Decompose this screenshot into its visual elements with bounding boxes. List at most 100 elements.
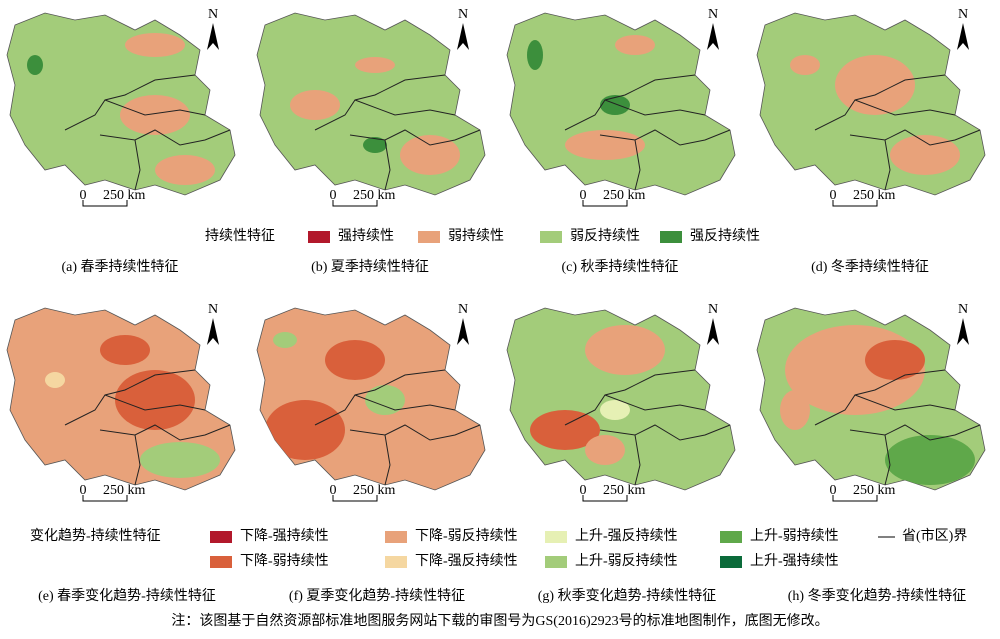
patch bbox=[265, 400, 345, 460]
north-label: N bbox=[958, 7, 968, 22]
legend-swatch bbox=[540, 231, 562, 243]
north-label: N bbox=[208, 7, 218, 22]
scale-bar bbox=[832, 200, 878, 207]
patches bbox=[27, 33, 215, 185]
legend-swatch bbox=[210, 531, 232, 543]
scale-start: 0 bbox=[580, 483, 587, 498]
patch bbox=[115, 370, 195, 430]
panel-caption: (b) 夏季持续性特征 bbox=[311, 258, 429, 275]
patch bbox=[885, 435, 975, 485]
panel-caption: (g) 秋季变化趋势-持续性特征 bbox=[538, 587, 717, 604]
legend-swatch bbox=[308, 231, 330, 243]
legend-label: 弱持续性 bbox=[448, 227, 504, 244]
scale-bar bbox=[82, 495, 128, 502]
patch bbox=[355, 57, 395, 73]
panel-caption: (a) 春季持续性特征 bbox=[61, 258, 178, 275]
patches bbox=[780, 325, 975, 485]
panel-caption: (f) 夏季变化趋势-持续性特征 bbox=[289, 587, 465, 604]
patch bbox=[45, 372, 65, 388]
map-panel: N 0 250 km bbox=[256, 7, 486, 207]
north-label: N bbox=[708, 7, 718, 22]
legend-label: 上升-弱反持续性 bbox=[575, 552, 678, 569]
patch bbox=[600, 400, 630, 420]
legend-label: 省(市区)界 bbox=[902, 527, 967, 544]
scale-start: 0 bbox=[330, 188, 337, 203]
north-arrow bbox=[957, 23, 969, 50]
patch bbox=[100, 335, 150, 365]
north-arrow bbox=[957, 318, 969, 345]
patch bbox=[585, 325, 665, 375]
north-arrow bbox=[457, 23, 469, 50]
scale-bar bbox=[332, 495, 378, 502]
legend-swatch bbox=[545, 531, 567, 543]
legend-swatch bbox=[385, 531, 407, 543]
legend-swatch bbox=[210, 556, 232, 568]
patch bbox=[155, 155, 215, 185]
note: 注：该图基于自然资源部标准地图服务网站下载的审图号为GS(2016)2923号的… bbox=[171, 612, 828, 629]
patch bbox=[273, 332, 297, 348]
north-arrow bbox=[707, 318, 719, 345]
patch bbox=[140, 442, 220, 478]
scale-label: 250 km bbox=[353, 188, 396, 203]
patch bbox=[865, 340, 925, 380]
north-label: N bbox=[458, 302, 468, 317]
legend-label: 下降-弱反持续性 bbox=[415, 527, 518, 544]
legend-label: 下降-强反持续性 bbox=[415, 552, 518, 569]
scale-start: 0 bbox=[80, 188, 87, 203]
map-panel: N 0 250 km bbox=[256, 302, 486, 502]
scale-bar bbox=[82, 200, 128, 207]
patch bbox=[400, 135, 460, 175]
patch bbox=[325, 340, 385, 380]
legend-label: 强持续性 bbox=[338, 227, 394, 244]
legend-title: 变化趋势-持续性特征 bbox=[30, 527, 161, 544]
legend-swatch bbox=[418, 231, 440, 243]
scale-label: 250 km bbox=[103, 188, 146, 203]
scale-start: 0 bbox=[830, 483, 837, 498]
north-arrow bbox=[707, 23, 719, 50]
patch bbox=[780, 390, 810, 430]
patches bbox=[527, 35, 655, 160]
legend-label: 上升-强持续性 bbox=[750, 552, 839, 569]
north-label: N bbox=[208, 302, 218, 317]
scale-label: 250 km bbox=[103, 483, 146, 498]
patch bbox=[290, 90, 340, 120]
legend-swatch bbox=[720, 556, 742, 568]
scale-label: 250 km bbox=[353, 483, 396, 498]
map-panel: N 0 250 km bbox=[756, 302, 986, 502]
legend-swatch bbox=[720, 531, 742, 543]
north-arrow bbox=[207, 318, 219, 345]
patches bbox=[290, 57, 460, 175]
panel-caption: (d) 冬季持续性特征 bbox=[811, 258, 929, 275]
patch bbox=[585, 435, 625, 465]
scale-label: 250 km bbox=[853, 188, 896, 203]
legend-label: 上升-弱持续性 bbox=[750, 527, 839, 544]
scale-start: 0 bbox=[830, 188, 837, 203]
scale-bar bbox=[332, 200, 378, 207]
map-panel: N 0 250 km bbox=[506, 7, 736, 207]
patch bbox=[615, 35, 655, 55]
patches bbox=[265, 332, 405, 460]
map-panel: N 0 250 km bbox=[506, 302, 736, 502]
scale-label: 250 km bbox=[603, 188, 646, 203]
north-label: N bbox=[458, 7, 468, 22]
scale-bar bbox=[582, 200, 628, 207]
patch bbox=[890, 135, 960, 175]
panel-caption: (e) 春季变化趋势-持续性特征 bbox=[38, 587, 216, 604]
scale-bar bbox=[582, 495, 628, 502]
map-panel: N 0 250 km bbox=[6, 7, 236, 207]
scale-start: 0 bbox=[330, 483, 337, 498]
legend-swatch bbox=[385, 556, 407, 568]
scale-start: 0 bbox=[80, 483, 87, 498]
patch bbox=[530, 410, 600, 450]
patches bbox=[530, 325, 665, 465]
patch bbox=[125, 33, 185, 57]
patch bbox=[363, 137, 387, 153]
map-panel: N 0 250 km bbox=[6, 302, 236, 502]
legend-label: 下降-弱持续性 bbox=[240, 552, 329, 569]
scale-start: 0 bbox=[580, 188, 587, 203]
north-label: N bbox=[958, 302, 968, 317]
legend-swatch bbox=[660, 231, 682, 243]
legend-swatch bbox=[545, 556, 567, 568]
north-arrow bbox=[457, 318, 469, 345]
